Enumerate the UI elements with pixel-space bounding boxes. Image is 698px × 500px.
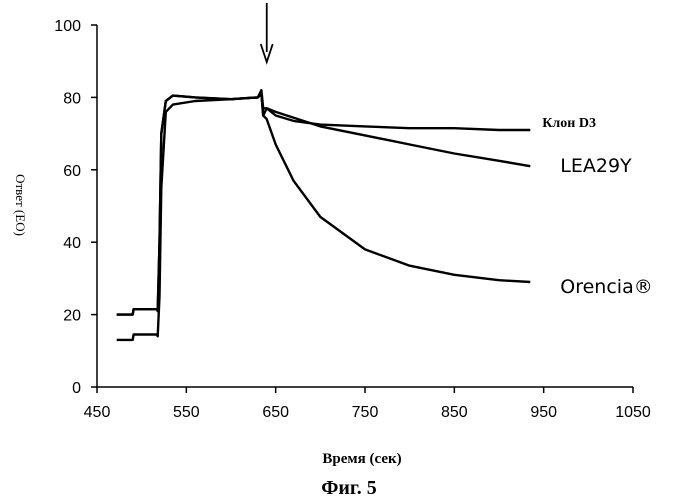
series-label: Клон D3 xyxy=(542,116,596,131)
y-tick-label: 60 xyxy=(63,163,81,180)
y-tick-label: 40 xyxy=(63,235,81,252)
x-tick-label: 650 xyxy=(262,404,289,421)
x-axis-title: Время (сек) xyxy=(322,451,401,467)
series-label: Orencia® xyxy=(560,276,652,298)
y-tick-label: 0 xyxy=(72,380,81,397)
x-ticks: 450 550 650 750 850 950 1050 xyxy=(84,387,651,421)
arrow-annotation xyxy=(261,3,273,62)
series-labels: Клон D3 LEA29Y Orencia® xyxy=(542,116,652,298)
x-tick-label: 750 xyxy=(352,404,379,421)
series-label: LEA29Y xyxy=(560,155,632,177)
chart-figure: 0 20 40 60 80 100 450 550 650 750 850 950 1050 Клон… xyxy=(0,0,698,500)
y-ticks: 0 20 40 60 80 100 xyxy=(54,18,97,397)
y-tick-label: 80 xyxy=(63,90,81,107)
y-axis-title: Ответ (ЕО) xyxy=(13,174,28,236)
axes xyxy=(97,25,633,387)
series-lines xyxy=(117,90,531,340)
y-tick-label: 100 xyxy=(54,18,81,35)
y-tick-label: 20 xyxy=(63,308,81,325)
x-tick-label: 550 xyxy=(173,404,200,421)
x-tick-label: 1050 xyxy=(615,404,651,421)
x-tick-label: 850 xyxy=(441,404,468,421)
x-tick-label: 450 xyxy=(84,404,111,421)
series-line-1 xyxy=(117,94,531,315)
figure-caption: Фиг. 5 xyxy=(321,477,377,499)
x-tick-label: 950 xyxy=(530,404,557,421)
